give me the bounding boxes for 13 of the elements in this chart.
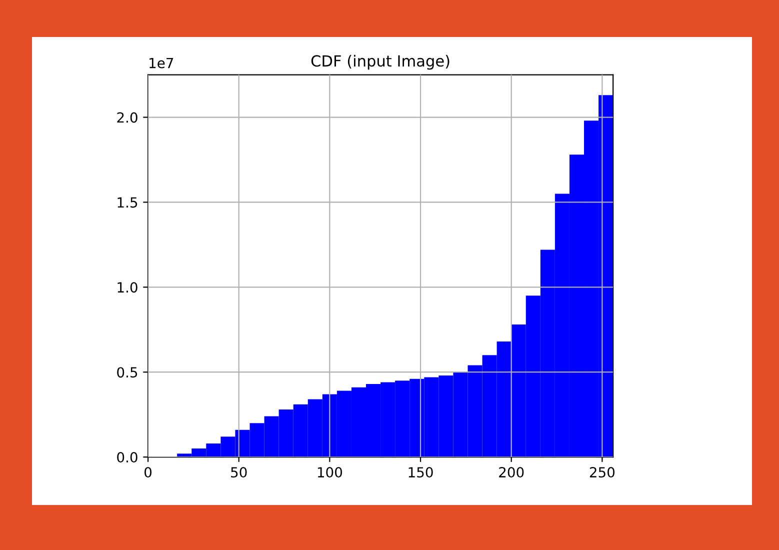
x-tick-label: 250 (590, 467, 615, 478)
y-tick-label: 2.0 (117, 112, 138, 123)
x-tick-label: 50 (231, 467, 247, 478)
x-tick-label: 200 (499, 467, 524, 478)
x-tick-label: 100 (318, 467, 342, 478)
y-tick-label: 0.5 (117, 367, 138, 378)
y-tick-label: 1.0 (118, 282, 138, 293)
text: 1e7 (150, 58, 174, 68)
chart-title: CDF (input Image) (311, 54, 450, 70)
y-tick-label: 0.0 (117, 452, 138, 463)
y-tick-label: 1.5 (118, 197, 138, 208)
x-tick-label: 0 (144, 467, 152, 478)
x-tick-label: 150 (408, 467, 433, 478)
